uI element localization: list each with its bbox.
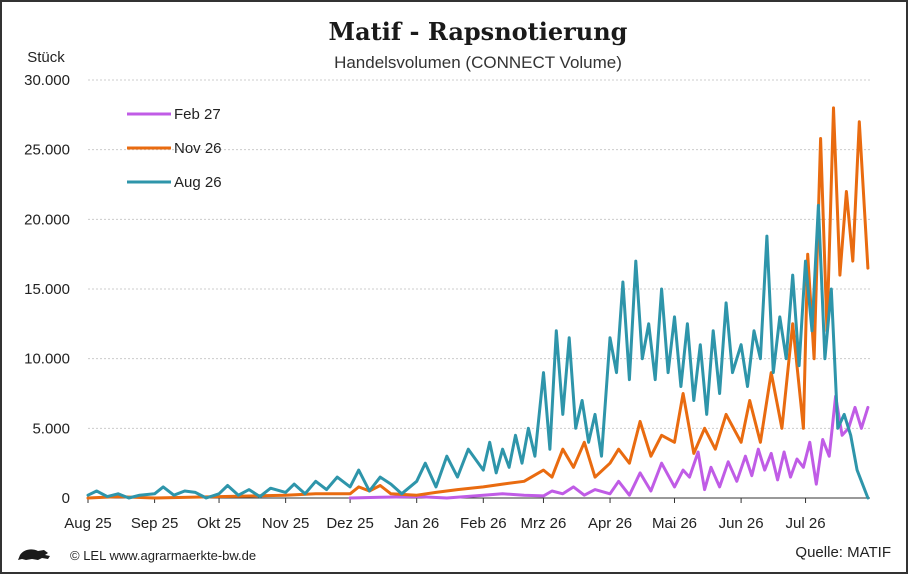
copyright-text: © LEL www.agrarmaerkte-bw.de <box>70 548 256 563</box>
x-tick-label: Mai 26 <box>652 515 697 532</box>
chart-title: Matif - Rapsnotierung <box>329 17 628 46</box>
x-tick-label: Mrz 26 <box>521 515 567 532</box>
y-axis-ticks: 0 5.000 10.000 15.000 20.000 25.000 30.000 <box>24 72 70 507</box>
x-tick-label: Feb 26 <box>460 515 507 532</box>
x-tick-label: Jan 26 <box>394 515 439 532</box>
y-axis-label: Stück <box>27 49 65 66</box>
x-tick-label: Aug 25 <box>64 515 112 532</box>
series-line <box>348 394 870 500</box>
chart-subtitle: Handelsvolumen (CONNECT Volume) <box>334 53 622 72</box>
x-tick-label: Apr 26 <box>588 515 632 532</box>
series-lines <box>86 106 870 500</box>
y-tick-label: 0 <box>62 490 70 507</box>
y-tick-label: 15.000 <box>24 281 70 298</box>
legend: Feb 27 Nov 26 Aug 26 <box>127 106 222 191</box>
x-axis-ticks: Aug 25 Sep 25 Okt 25 Nov 25 Dez 25 Jan 26 Feb … <box>64 498 826 532</box>
y-tick-label: 30.000 <box>24 72 70 89</box>
x-tick-label: Dez 25 <box>326 515 374 532</box>
legend-label: Aug 26 <box>174 174 222 191</box>
legend-label: Feb 27 <box>174 106 221 123</box>
x-tick-label: Sep 25 <box>131 515 179 532</box>
x-tick-label: Jun 26 <box>719 515 764 532</box>
x-tick-label: Okt 25 <box>197 515 241 532</box>
footer: © LEL www.agrarmaerkte-bw.de Quelle: MAT… <box>18 544 891 563</box>
lion-icon <box>18 549 50 560</box>
y-tick-label: 20.000 <box>24 211 70 228</box>
y-tick-label: 10.000 <box>24 351 70 368</box>
x-tick-label: Nov 25 <box>262 515 310 532</box>
y-tick-label: 25.000 <box>24 142 70 159</box>
legend-label: Nov 26 <box>174 140 222 157</box>
series-line <box>86 106 870 500</box>
x-tick-label: Jul 26 <box>786 515 826 532</box>
source-text: Quelle: MATIF <box>795 544 891 561</box>
y-tick-label: 5.000 <box>32 420 70 437</box>
series-line <box>86 203 870 500</box>
